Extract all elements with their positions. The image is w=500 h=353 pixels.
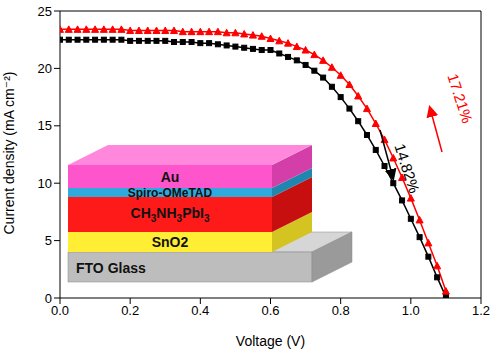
- svg-text:10: 10: [38, 176, 52, 191]
- svg-text:1.0: 1.0: [402, 303, 420, 318]
- svg-text:Spiro-OMeTAD: Spiro-OMeTAD: [128, 186, 213, 200]
- svg-text:SnO2: SnO2: [152, 234, 189, 250]
- svg-text:15: 15: [38, 118, 52, 133]
- svg-text:17.21%: 17.21%: [444, 71, 476, 125]
- svg-text:0.4: 0.4: [191, 303, 209, 318]
- svg-text:Current density (mA cm⁻²): Current density (mA cm⁻²): [1, 72, 17, 235]
- svg-text:CH3NH3PbI3: CH3NH3PbI3: [131, 205, 210, 224]
- svg-text:0: 0: [45, 291, 52, 306]
- svg-text:25: 25: [38, 4, 52, 19]
- svg-text:0.0: 0.0: [51, 303, 69, 318]
- svg-text:FTO Glass: FTO Glass: [76, 260, 146, 276]
- svg-text:20: 20: [38, 61, 52, 76]
- svg-text:1.2: 1.2: [472, 303, 490, 318]
- svg-text:14.82%: 14.82%: [391, 141, 423, 195]
- svg-text:Au: Au: [161, 169, 180, 185]
- svg-text:0.8: 0.8: [332, 303, 350, 318]
- svg-text:0.6: 0.6: [261, 303, 279, 318]
- svg-text:5: 5: [45, 233, 52, 248]
- svg-text:0.2: 0.2: [121, 303, 139, 318]
- svg-text:Voltage (V): Voltage (V): [236, 333, 305, 349]
